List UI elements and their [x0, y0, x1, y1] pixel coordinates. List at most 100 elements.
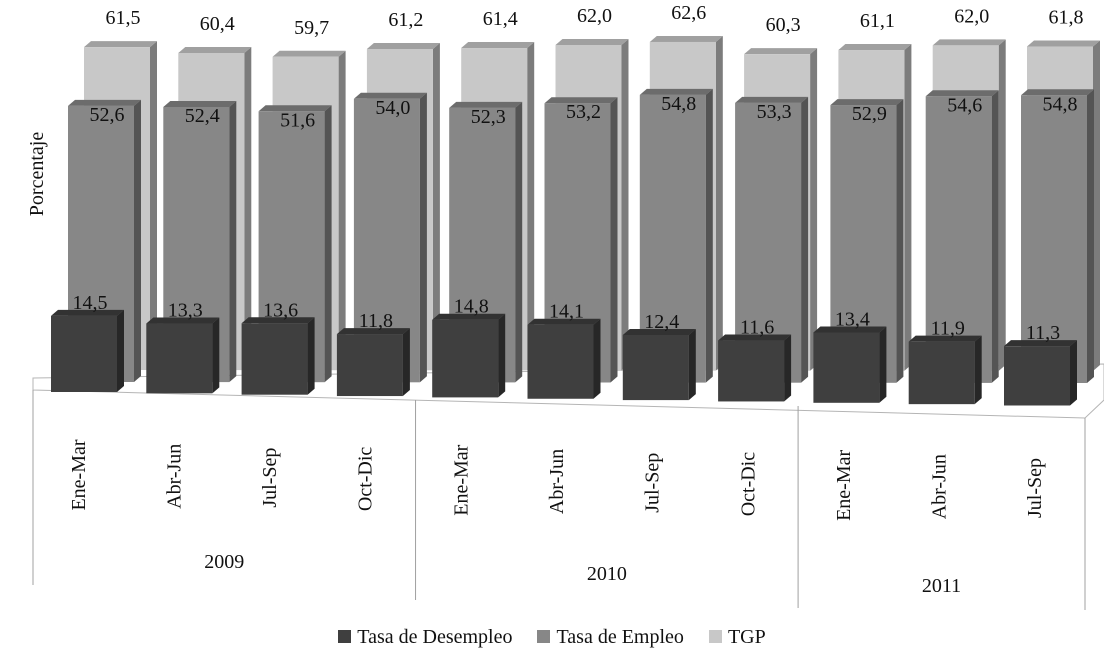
bar-side: [801, 96, 809, 383]
bar-side: [402, 328, 410, 397]
bar-side: [688, 329, 696, 401]
legend-item-desempleo: Tasa de Desempleo: [338, 626, 512, 649]
bar-side: [879, 326, 887, 403]
value-label-tgp-5: 61,4: [483, 8, 518, 30]
bar-desempleo-1: [51, 309, 124, 392]
value-label-empleo-8: 53,3: [757, 101, 792, 123]
bar-top: [639, 88, 713, 95]
bars-layer: 61,5 60,4 59,7 61,2 61,4 62,0 62,6 60,3 61,1 62,0…: [51, 2, 1100, 406]
value-label-empleo-4: 54,0: [375, 97, 410, 119]
bar-top: [84, 41, 157, 48]
legend-label-empleo: Tasa de Empleo: [556, 626, 684, 648]
y-axis-title: Porcentaje: [26, 132, 48, 217]
value-label-desempleo-5: 14,8: [454, 296, 489, 318]
bar-desempleo-10: [908, 335, 982, 405]
bar-side: [419, 92, 427, 383]
bar-front: [925, 96, 992, 383]
bar-side: [229, 101, 237, 383]
bar-side: [1070, 340, 1077, 406]
bar-side: [715, 35, 723, 371]
bar-top: [555, 39, 629, 45]
category-label-7: Jul-Sep: [642, 453, 664, 513]
bar-top: [813, 326, 887, 333]
value-label-tgp-9: 61,1: [860, 10, 895, 32]
value-label-tgp-3: 59,7: [294, 17, 329, 39]
value-label-empleo-6: 53,2: [566, 101, 601, 123]
bar-front: [813, 332, 880, 403]
bar-desempleo-2: [146, 317, 220, 394]
bar-top: [932, 39, 1006, 46]
legend-item-empleo: Tasa de Empleo: [537, 626, 684, 649]
value-label-tgp-1: 61,5: [106, 7, 141, 29]
bar-top: [1004, 340, 1077, 347]
bar-front: [51, 315, 117, 392]
legend-swatch-tgp: [708, 630, 722, 643]
bar-side: [244, 47, 252, 371]
bar-top: [353, 92, 427, 99]
bar-top: [735, 96, 809, 103]
legend-swatch-empleo: [537, 630, 551, 643]
bar-side: [705, 88, 713, 383]
bar-top: [838, 44, 912, 51]
value-label-desempleo-8: 11,6: [740, 317, 774, 339]
bar-empleo-10: [925, 90, 999, 383]
value-label-desempleo-4: 11,8: [359, 310, 393, 332]
value-label-desempleo-3: 13,6: [263, 299, 298, 321]
bar-side: [1093, 40, 1100, 372]
bar-top: [272, 50, 346, 57]
value-label-tgp-4: 61,2: [388, 9, 423, 31]
bar-top: [908, 335, 982, 342]
bar-front: [336, 334, 403, 397]
value-label-empleo-11: 54,8: [1043, 93, 1078, 115]
bar-front: [1021, 95, 1087, 384]
bar-desempleo-3: [241, 317, 315, 395]
bar-side: [527, 42, 535, 371]
legend-swatch-desempleo: [338, 630, 352, 643]
bar-top: [432, 313, 506, 320]
bar-top: [830, 99, 904, 106]
category-label-6: Abr-Jun: [546, 449, 568, 514]
value-label-desempleo-11: 11,3: [1026, 322, 1060, 344]
value-label-tgp-7: 62,6: [671, 2, 706, 24]
bar-desempleo-11: [1004, 340, 1077, 406]
group-label-2010: 2010: [587, 563, 627, 585]
value-label-empleo-10: 54,6: [947, 94, 982, 116]
value-label-desempleo-2: 13,3: [168, 300, 203, 322]
group-label-2009: 2009: [204, 551, 244, 573]
bar-front: [908, 341, 975, 405]
bar-side: [904, 44, 912, 371]
bar-side: [338, 50, 346, 371]
bar-side: [212, 317, 220, 394]
bar-desempleo-7: [622, 329, 696, 401]
bar-top: [718, 334, 792, 341]
category-label-3: Jul-Sep: [259, 448, 281, 508]
bar-top: [649, 35, 723, 42]
value-label-empleo-3: 51,6: [280, 109, 315, 131]
bar-side: [515, 101, 523, 383]
legend: Tasa de Desempleo Tasa de Empleo TGP: [0, 626, 1104, 649]
bar-top: [461, 42, 535, 49]
legend-label-tgp: TGP: [727, 626, 766, 648]
value-label-desempleo-7: 12,4: [644, 311, 679, 333]
bar-front: [146, 323, 213, 394]
bar-side: [784, 334, 792, 402]
bar-desempleo-5: [432, 313, 506, 398]
value-label-desempleo-9: 13,4: [835, 308, 870, 330]
category-label-9: Ene-Mar: [833, 450, 855, 521]
category-label-4: Oct-Dic: [355, 447, 377, 512]
category-label-11: Jul-Sep: [1024, 458, 1046, 518]
bar-front: [432, 319, 499, 398]
bar-side: [810, 48, 818, 371]
value-label-empleo-5: 52,3: [471, 106, 506, 128]
bar-front: [718, 340, 785, 402]
category-label-2: Abr-Jun: [163, 444, 185, 509]
bar-side: [1087, 89, 1094, 384]
value-label-tgp-6: 62,0: [577, 5, 612, 27]
bar-desempleo-6: [527, 318, 601, 399]
bar-top: [1027, 40, 1100, 47]
category-label-5: Ene-Mar: [450, 444, 472, 515]
bar-top: [527, 318, 601, 325]
bar-side: [998, 39, 1006, 371]
bar-top: [925, 90, 999, 97]
bar-empleo-11: [1021, 89, 1094, 384]
